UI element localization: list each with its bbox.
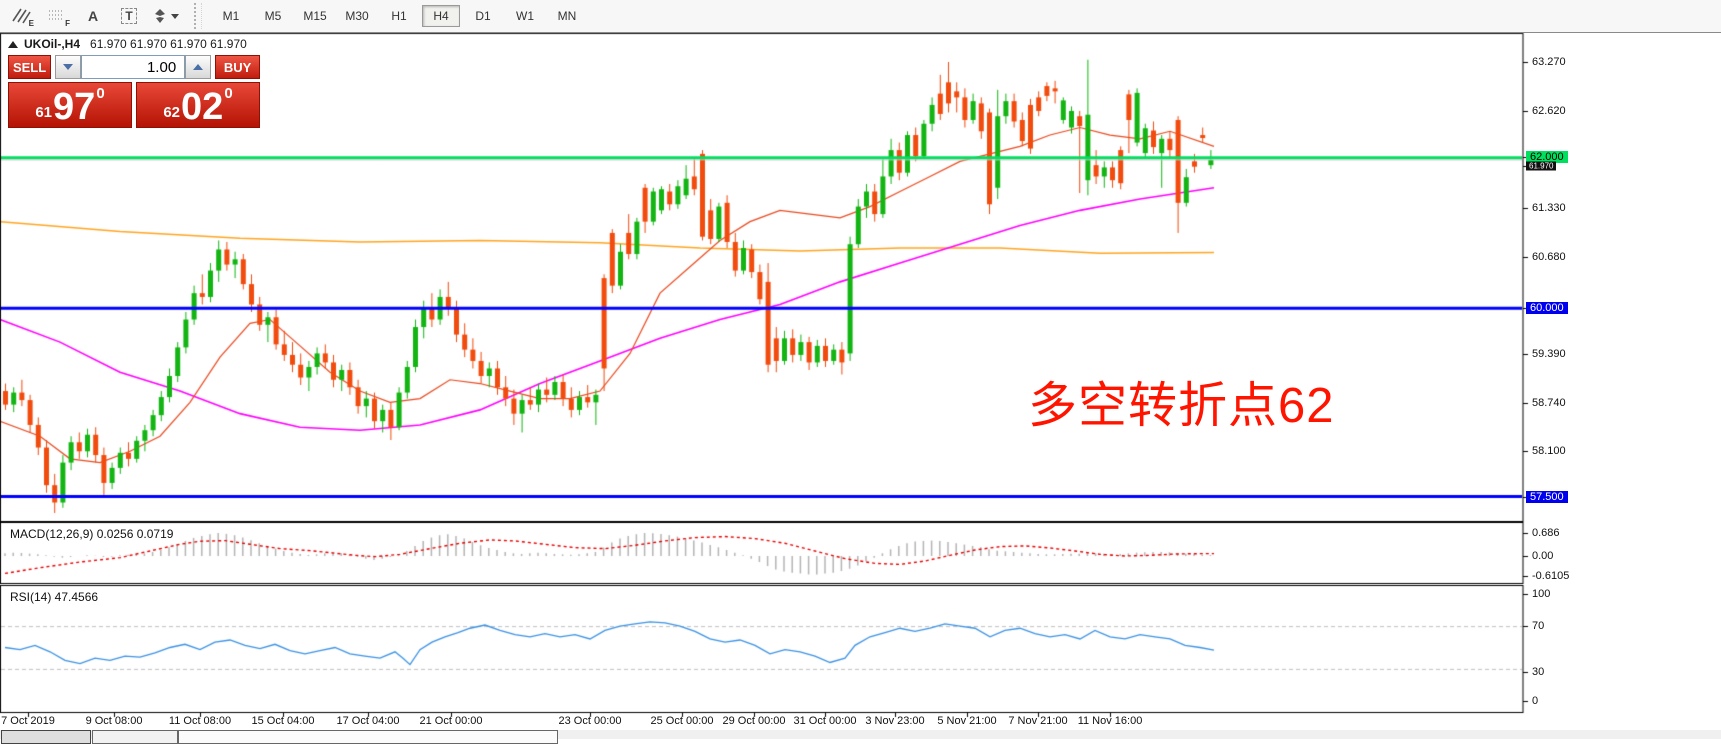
toolbar: E F A T M1 M5 M15 M30 H1 H4 D1 W1 MN [0, 0, 1721, 33]
date-label: 31 Oct 00:00 [793, 715, 857, 727]
toolbar-separator [194, 3, 202, 29]
axis-label: 0.00 [1532, 550, 1554, 562]
text-box-icon[interactable]: T [114, 4, 144, 28]
symbol-name: UKOil-,H4 [24, 37, 81, 51]
date-label: 25 Oct 00:00 [650, 715, 714, 727]
grid-f-icon[interactable]: F [42, 4, 72, 28]
macd-label: MACD(12,26,9) 0.0256 0.0719 [10, 527, 174, 541]
axis-label: 0 [1532, 695, 1539, 707]
text-label-icon[interactable]: A [87, 8, 99, 24]
date-label: 5 Nov 21:00 [937, 715, 997, 727]
chart-tab[interactable] [1, 730, 91, 744]
arrow-up-icon [193, 64, 204, 70]
axis-label: 0.686 [1532, 527, 1560, 539]
buy-button[interactable]: BUY [215, 55, 260, 79]
buy-price-tile[interactable]: 62 02 0 [136, 82, 260, 128]
timeframe-w1[interactable]: W1 [516, 9, 534, 23]
date-label: 9 Oct 08:00 [85, 715, 143, 727]
arrows-tool-icon[interactable] [150, 4, 180, 28]
axis-label: 70 [1532, 620, 1545, 632]
pattern-lines-glyph [12, 8, 31, 24]
timeframe-m30[interactable]: M30 [345, 9, 369, 23]
axis-label: 61.970 [1526, 161, 1557, 171]
axis-label: 62.620 [1532, 105, 1566, 117]
buy-price-big: 02 [181, 86, 224, 128]
arrows-glyph [154, 9, 165, 23]
volume-stepper [55, 55, 212, 79]
pattern-lines-e-icon[interactable]: E [6, 4, 36, 28]
symbol-collapse-icon[interactable] [8, 40, 18, 48]
date-label: 11 Oct 08:00 [168, 715, 232, 727]
axis-label: 60.000 [1526, 302, 1568, 314]
chart-tab-strip [0, 730, 1721, 744]
timeframe-bar: M1 M5 M15 M30 H1 H4 D1 W1 MN [210, 5, 588, 27]
date-label: 23 Oct 00:00 [558, 715, 622, 727]
date-label: 7 Oct 2019 [1, 715, 55, 727]
grid-glyph [49, 10, 64, 20]
axis-label: 60.680 [1532, 251, 1566, 263]
axis-label: -0.6105 [1532, 570, 1570, 582]
timeframe-h1[interactable]: H1 [391, 9, 407, 23]
timeframe-d1[interactable]: D1 [475, 9, 491, 23]
sell-price-big: 97 [53, 86, 96, 128]
timeframe-m15[interactable]: M15 [303, 9, 327, 23]
date-label: 7 Nov 21:00 [1008, 715, 1068, 727]
date-label: 15 Oct 04:00 [251, 715, 315, 727]
volume-increase-button[interactable] [185, 55, 212, 79]
axis-label: 59.390 [1532, 348, 1566, 360]
chart-tab[interactable] [178, 730, 558, 744]
axis-label: 100 [1532, 588, 1551, 600]
timeframe-mn[interactable]: MN [557, 9, 577, 23]
timeframe-m1[interactable]: M1 [222, 9, 240, 23]
date-label: 29 Oct 00:00 [722, 715, 786, 727]
sell-price-sup: 0 [96, 85, 105, 102]
timeframe-h4[interactable]: H4 [422, 5, 460, 27]
volume-decrease-button[interactable] [55, 55, 82, 79]
date-label: 11 Nov 16:00 [1077, 715, 1143, 727]
chart-annotation-text: 多空转折点62 [1028, 379, 1335, 433]
rsi-label: RSI(14) 47.4566 [10, 590, 99, 604]
date-label: 17 Oct 04:00 [336, 715, 400, 727]
axis-label: 58.740 [1532, 397, 1566, 409]
sell-button[interactable]: SELL [8, 55, 52, 79]
volume-input[interactable] [81, 55, 186, 79]
one-click-trade-panel: SELL BUY 61 97 0 62 02 0 [8, 55, 260, 128]
date-label: 3 Nov 23:00 [865, 715, 925, 727]
axis-label: 30 [1532, 666, 1545, 678]
sell-price-small: 61 [35, 104, 53, 121]
timeframe-m5[interactable]: M5 [264, 9, 282, 23]
chevron-down-icon [170, 13, 179, 19]
axis-label: 57.500 [1526, 491, 1568, 503]
symbol-header: UKOil-,H4 61.970 61.970 61.970 61.970 [8, 37, 247, 51]
symbol-quotes: 61.970 61.970 61.970 61.970 [90, 37, 247, 51]
axis-label: 63.270 [1532, 56, 1566, 68]
buy-price-sup: 0 [224, 85, 233, 102]
axis-label: 62.000 [1526, 151, 1568, 163]
axis-label: 61.330 [1532, 202, 1566, 214]
date-label: 21 Oct 00:00 [419, 715, 483, 727]
chart-tab[interactable] [92, 730, 178, 744]
sell-price-tile[interactable]: 61 97 0 [8, 82, 132, 128]
buy-price-small: 62 [163, 104, 181, 121]
axis-label: 58.100 [1532, 445, 1566, 457]
arrow-down-icon [63, 64, 74, 70]
